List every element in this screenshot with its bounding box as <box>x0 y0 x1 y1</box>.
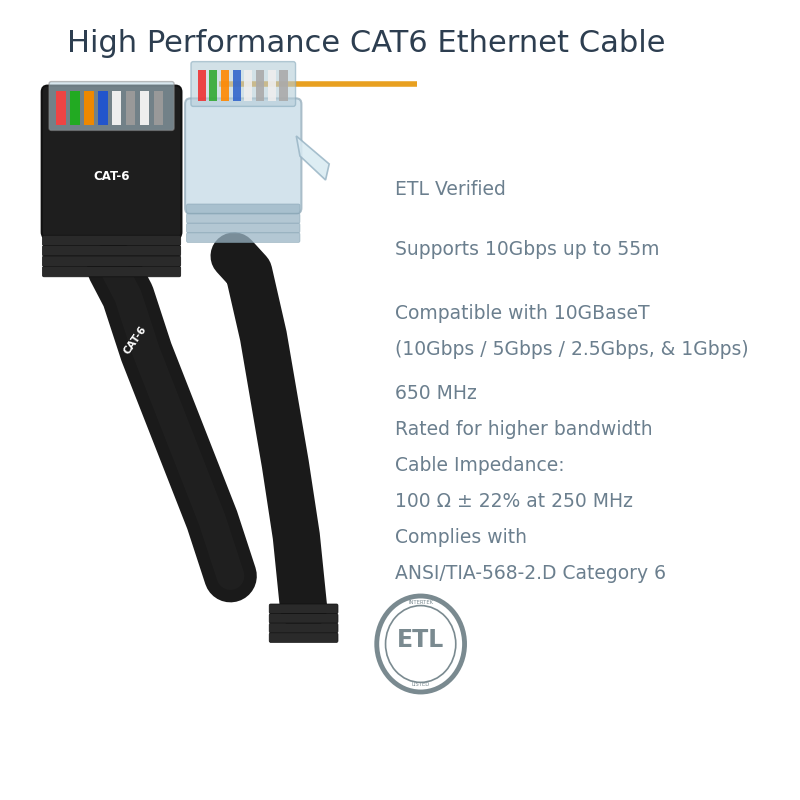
Bar <box>244 70 252 101</box>
Text: 650 MHz: 650 MHz <box>395 384 477 403</box>
Bar <box>70 91 80 125</box>
FancyBboxPatch shape <box>49 82 174 130</box>
Text: CAT-6: CAT-6 <box>94 170 130 182</box>
FancyBboxPatch shape <box>270 623 338 633</box>
Bar <box>198 70 206 101</box>
Bar <box>210 70 218 101</box>
Text: Complies with: Complies with <box>395 528 527 547</box>
Text: 100 Ω ± 22% at 250 MHz: 100 Ω ± 22% at 250 MHz <box>395 492 633 511</box>
FancyBboxPatch shape <box>186 214 300 223</box>
Text: ANSI/TIA-568-2.D Category 6: ANSI/TIA-568-2.D Category 6 <box>395 564 666 583</box>
FancyBboxPatch shape <box>0 0 388 800</box>
Bar <box>98 91 107 125</box>
FancyBboxPatch shape <box>186 233 300 242</box>
FancyBboxPatch shape <box>42 86 182 238</box>
Bar <box>221 70 229 101</box>
Bar <box>140 91 150 125</box>
Bar <box>56 91 66 125</box>
Bar <box>112 91 122 125</box>
Bar <box>233 70 241 101</box>
Text: Cable Impedance:: Cable Impedance: <box>395 456 565 475</box>
FancyBboxPatch shape <box>270 633 338 642</box>
Bar <box>279 70 287 101</box>
Text: (10Gbps / 5Gbps / 2.5Gbps, & 1Gbps): (10Gbps / 5Gbps / 2.5Gbps, & 1Gbps) <box>395 340 749 359</box>
Text: Rated for higher bandwidth: Rated for higher bandwidth <box>395 420 653 439</box>
FancyBboxPatch shape <box>42 235 181 246</box>
FancyBboxPatch shape <box>270 614 338 623</box>
Text: Compatible with 10GBaseT: Compatible with 10GBaseT <box>395 304 650 323</box>
Text: High Performance CAT6 Ethernet Cable: High Performance CAT6 Ethernet Cable <box>66 30 665 58</box>
Bar <box>126 91 135 125</box>
Text: ETL: ETL <box>397 628 444 652</box>
Bar <box>256 70 264 101</box>
FancyBboxPatch shape <box>42 266 181 277</box>
FancyBboxPatch shape <box>42 246 181 256</box>
FancyBboxPatch shape <box>186 223 300 233</box>
Bar <box>268 70 276 101</box>
FancyBboxPatch shape <box>270 604 338 614</box>
Bar <box>84 91 94 125</box>
Text: Supports 10Gbps up to 55m: Supports 10Gbps up to 55m <box>395 240 659 259</box>
Text: CAT-6: CAT-6 <box>122 324 149 356</box>
Text: LISTED: LISTED <box>411 682 430 687</box>
Polygon shape <box>296 136 330 180</box>
Text: INTERTEK: INTERTEK <box>408 600 433 606</box>
FancyBboxPatch shape <box>186 204 300 214</box>
FancyBboxPatch shape <box>191 62 295 106</box>
Text: ETL Verified: ETL Verified <box>395 180 506 199</box>
FancyBboxPatch shape <box>42 256 181 266</box>
Bar <box>154 91 163 125</box>
FancyBboxPatch shape <box>185 98 302 214</box>
